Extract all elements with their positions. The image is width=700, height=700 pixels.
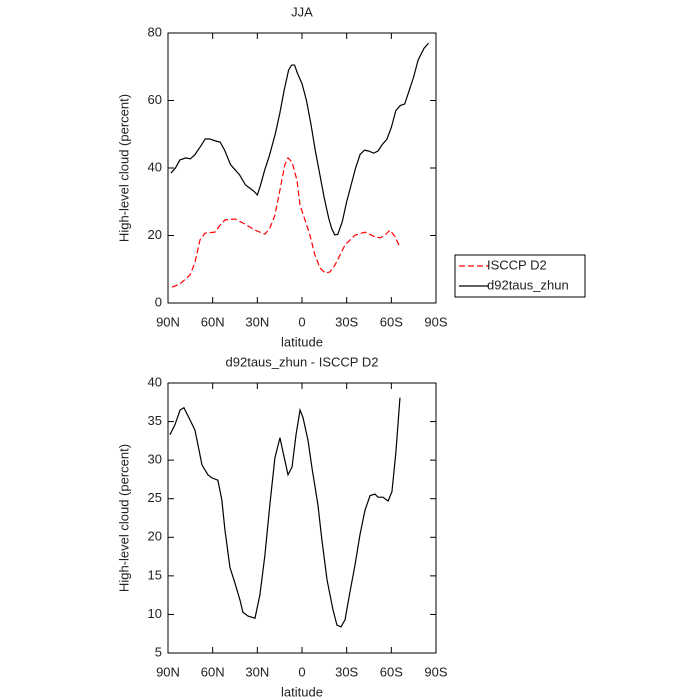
y-tick-label: 5 [155,644,162,659]
chart-title: JJA [291,4,313,19]
x-tick-label: 30S [335,664,358,679]
y-tick-label: 20 [148,529,162,544]
y-tick-label: 35 [148,413,162,428]
panel: JJA latitude High-level cloud (percent) 0 20… [116,4,586,349]
legend-box [454,254,586,298]
x-tick-label: 90S [424,314,447,329]
data-line [171,156,401,288]
x-tick-label: 60S [380,664,403,679]
chart-title: d92taus_zhun - ISCCP D2 [226,354,379,369]
x-tick-label: 0 [298,314,305,329]
x-tick-label: 60N [201,664,225,679]
plot-frame [167,32,437,304]
legend-label: d92taus_zhun [487,277,569,292]
y-tick-label: 40 [148,159,162,174]
y-axis-label: High-level cloud (percent) [116,94,131,242]
y-tick-label: 60 [148,92,162,107]
y-tick-label: 80 [148,24,162,39]
x-tick-label: 30N [245,664,269,679]
y-axis-label: High-level cloud (percent) [116,444,131,592]
x-tick-label: 90N [156,664,180,679]
y-tick-label: 40 [148,374,162,389]
plot-frame [167,382,437,654]
x-tick-label: 60N [201,314,225,329]
data-line [169,397,401,628]
y-tick-label: 0 [155,294,162,309]
y-tick-label: 30 [148,452,162,467]
x-tick-label: 30N [245,314,269,329]
x-tick-label: 90N [156,314,180,329]
y-tick-label: 25 [148,490,162,505]
y-tick-label: 10 [148,606,162,621]
x-tick-label: 0 [298,664,305,679]
x-tick-label: 60S [380,314,403,329]
legend-label: ISCCP D2 [487,257,547,272]
x-axis-label: latitude [281,334,323,349]
panel: d92taus_zhun - ISCCP D2 latitude High-leve… [116,354,447,699]
y-tick-label: 15 [148,567,162,582]
data-line [170,42,430,236]
y-tick-label: 20 [148,227,162,242]
x-tick-label: 90S [424,664,447,679]
x-tick-label: 30S [335,314,358,329]
x-axis-label: latitude [281,684,323,699]
